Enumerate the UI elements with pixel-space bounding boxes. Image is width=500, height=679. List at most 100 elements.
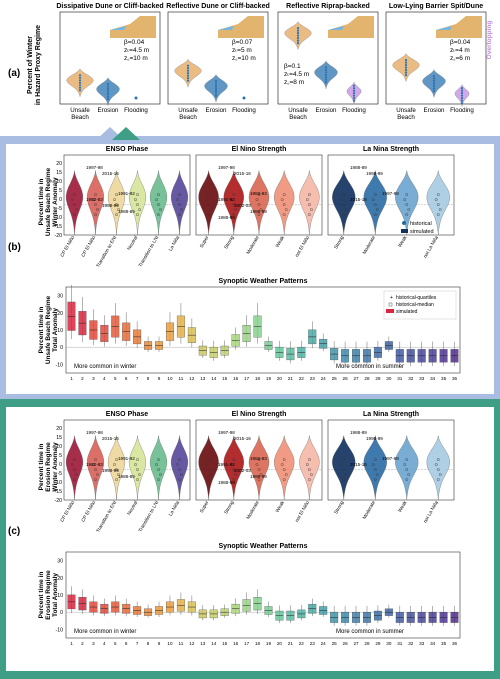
year-annotation: 2015-16 <box>234 436 251 441</box>
historical-point <box>371 463 375 466</box>
year-annotation: 2002-03 <box>234 203 251 208</box>
x-tick-label: 8 <box>147 641 150 646</box>
violin-category-label: Strong <box>223 500 235 516</box>
legend-hist-median: historical-median <box>396 302 434 308</box>
sample-point <box>404 59 408 62</box>
sample-point <box>324 73 328 76</box>
historical-point <box>138 208 141 212</box>
historical-point <box>96 208 99 212</box>
historical-point <box>205 463 209 466</box>
sample-point <box>432 85 436 88</box>
historical-point <box>407 473 411 476</box>
y-tick-label: 30 <box>57 294 63 300</box>
sample-point <box>78 76 82 79</box>
sample-point <box>106 83 110 86</box>
violin-axes <box>63 154 191 236</box>
historical-point <box>436 468 440 471</box>
violin-group-title: El Nino Strength <box>232 411 287 418</box>
violin-category-label: Transition to ENI <box>95 500 118 534</box>
historical-point <box>257 193 261 197</box>
legend-marker <box>386 309 394 313</box>
x-tick-label: 16 <box>233 641 239 646</box>
historical-point <box>340 463 344 466</box>
historical-point <box>178 468 181 471</box>
x-tick-label: 13 <box>200 376 206 381</box>
historical-point <box>157 458 160 461</box>
x-tick-label: 3 <box>92 641 95 646</box>
violin <box>107 435 126 500</box>
historical-point <box>232 203 236 207</box>
y-tick-label: 10 <box>56 179 62 185</box>
x-tick-label: 7 <box>136 641 139 646</box>
historical-point <box>436 458 440 461</box>
historical-point <box>405 203 409 207</box>
sample-point <box>296 37 300 40</box>
x-tick-label: 18 <box>255 641 261 646</box>
x-tick-label: 27 <box>353 376 359 381</box>
summer-note: More common in summer <box>336 364 404 370</box>
y-tick-label: 0 <box>59 197 62 203</box>
violin-group-title: El Nino Strength <box>232 146 287 153</box>
historical-point <box>136 468 139 471</box>
historical-point <box>375 473 379 476</box>
historical-point <box>305 198 309 202</box>
param-text: z꜀=8 m <box>284 79 304 86</box>
x-tick-label: 17 <box>244 376 250 381</box>
sample-point <box>78 81 82 84</box>
x-tick-label: 5 <box>114 641 117 646</box>
sample-point <box>214 94 218 97</box>
historical-point <box>282 468 286 471</box>
y-tick-label: 20 <box>57 576 63 582</box>
historical-point <box>342 468 346 471</box>
sample-point <box>324 68 328 71</box>
violin-category-label: Super <box>199 235 211 249</box>
x-tick-label: 7 <box>136 376 139 381</box>
violin-axes <box>195 154 323 236</box>
historical-point <box>115 458 118 461</box>
x-tick-label: 19 <box>266 641 272 646</box>
historical-point <box>255 463 259 466</box>
winter-note: More common in winter <box>74 629 136 635</box>
violin-category-label: CP El Niño <box>80 235 97 259</box>
x-tick-label: 34 <box>430 376 436 381</box>
historical-point <box>305 463 309 466</box>
sample-point <box>106 85 110 88</box>
year-annotation: 1991-92 <box>218 197 235 202</box>
x-tick-label: 12 <box>189 641 195 646</box>
historical-point <box>282 203 286 207</box>
historical-point <box>73 478 76 481</box>
violin-category-label: La Niña <box>168 235 182 253</box>
historical-point <box>257 468 261 471</box>
y-tick-label: -5 <box>57 206 62 212</box>
violin-category-label: Moderate <box>362 500 377 521</box>
historical-point <box>178 213 181 217</box>
sample-point <box>324 76 328 79</box>
historical-point <box>209 208 213 212</box>
x-tick-label: 33 <box>419 641 425 646</box>
year-annotation: 2002-03 <box>234 468 251 473</box>
param-text: z꜀=6 m <box>450 55 470 62</box>
x-tick-label: 6 <box>125 641 128 646</box>
sample-point <box>324 71 328 74</box>
violin-category-label: Moderate <box>362 235 377 256</box>
year-annotation: 1988-89 <box>218 480 235 485</box>
violin-group-title: La Nina Strength <box>363 146 419 153</box>
historical-point <box>373 458 377 461</box>
historical-point <box>438 208 442 212</box>
historical-point <box>307 193 311 197</box>
violin-group-title: ENSO Phase <box>106 146 149 153</box>
sample-point <box>404 66 408 69</box>
historical-point <box>207 478 211 481</box>
sample-point <box>352 84 356 87</box>
historical-point <box>178 478 181 481</box>
violin-category-label: not La Niña <box>423 235 441 260</box>
y-tick-label: 10 <box>57 593 63 599</box>
historical-point <box>117 473 120 476</box>
x-tick-label: 24 <box>321 641 327 646</box>
year-annotation: 1997-98 <box>218 430 235 435</box>
legend-simulated-marker <box>401 229 408 233</box>
winter-note: More common in winter <box>74 364 136 370</box>
x-tick-label: 15 <box>222 641 228 646</box>
y-tick-label: -10 <box>56 627 64 633</box>
